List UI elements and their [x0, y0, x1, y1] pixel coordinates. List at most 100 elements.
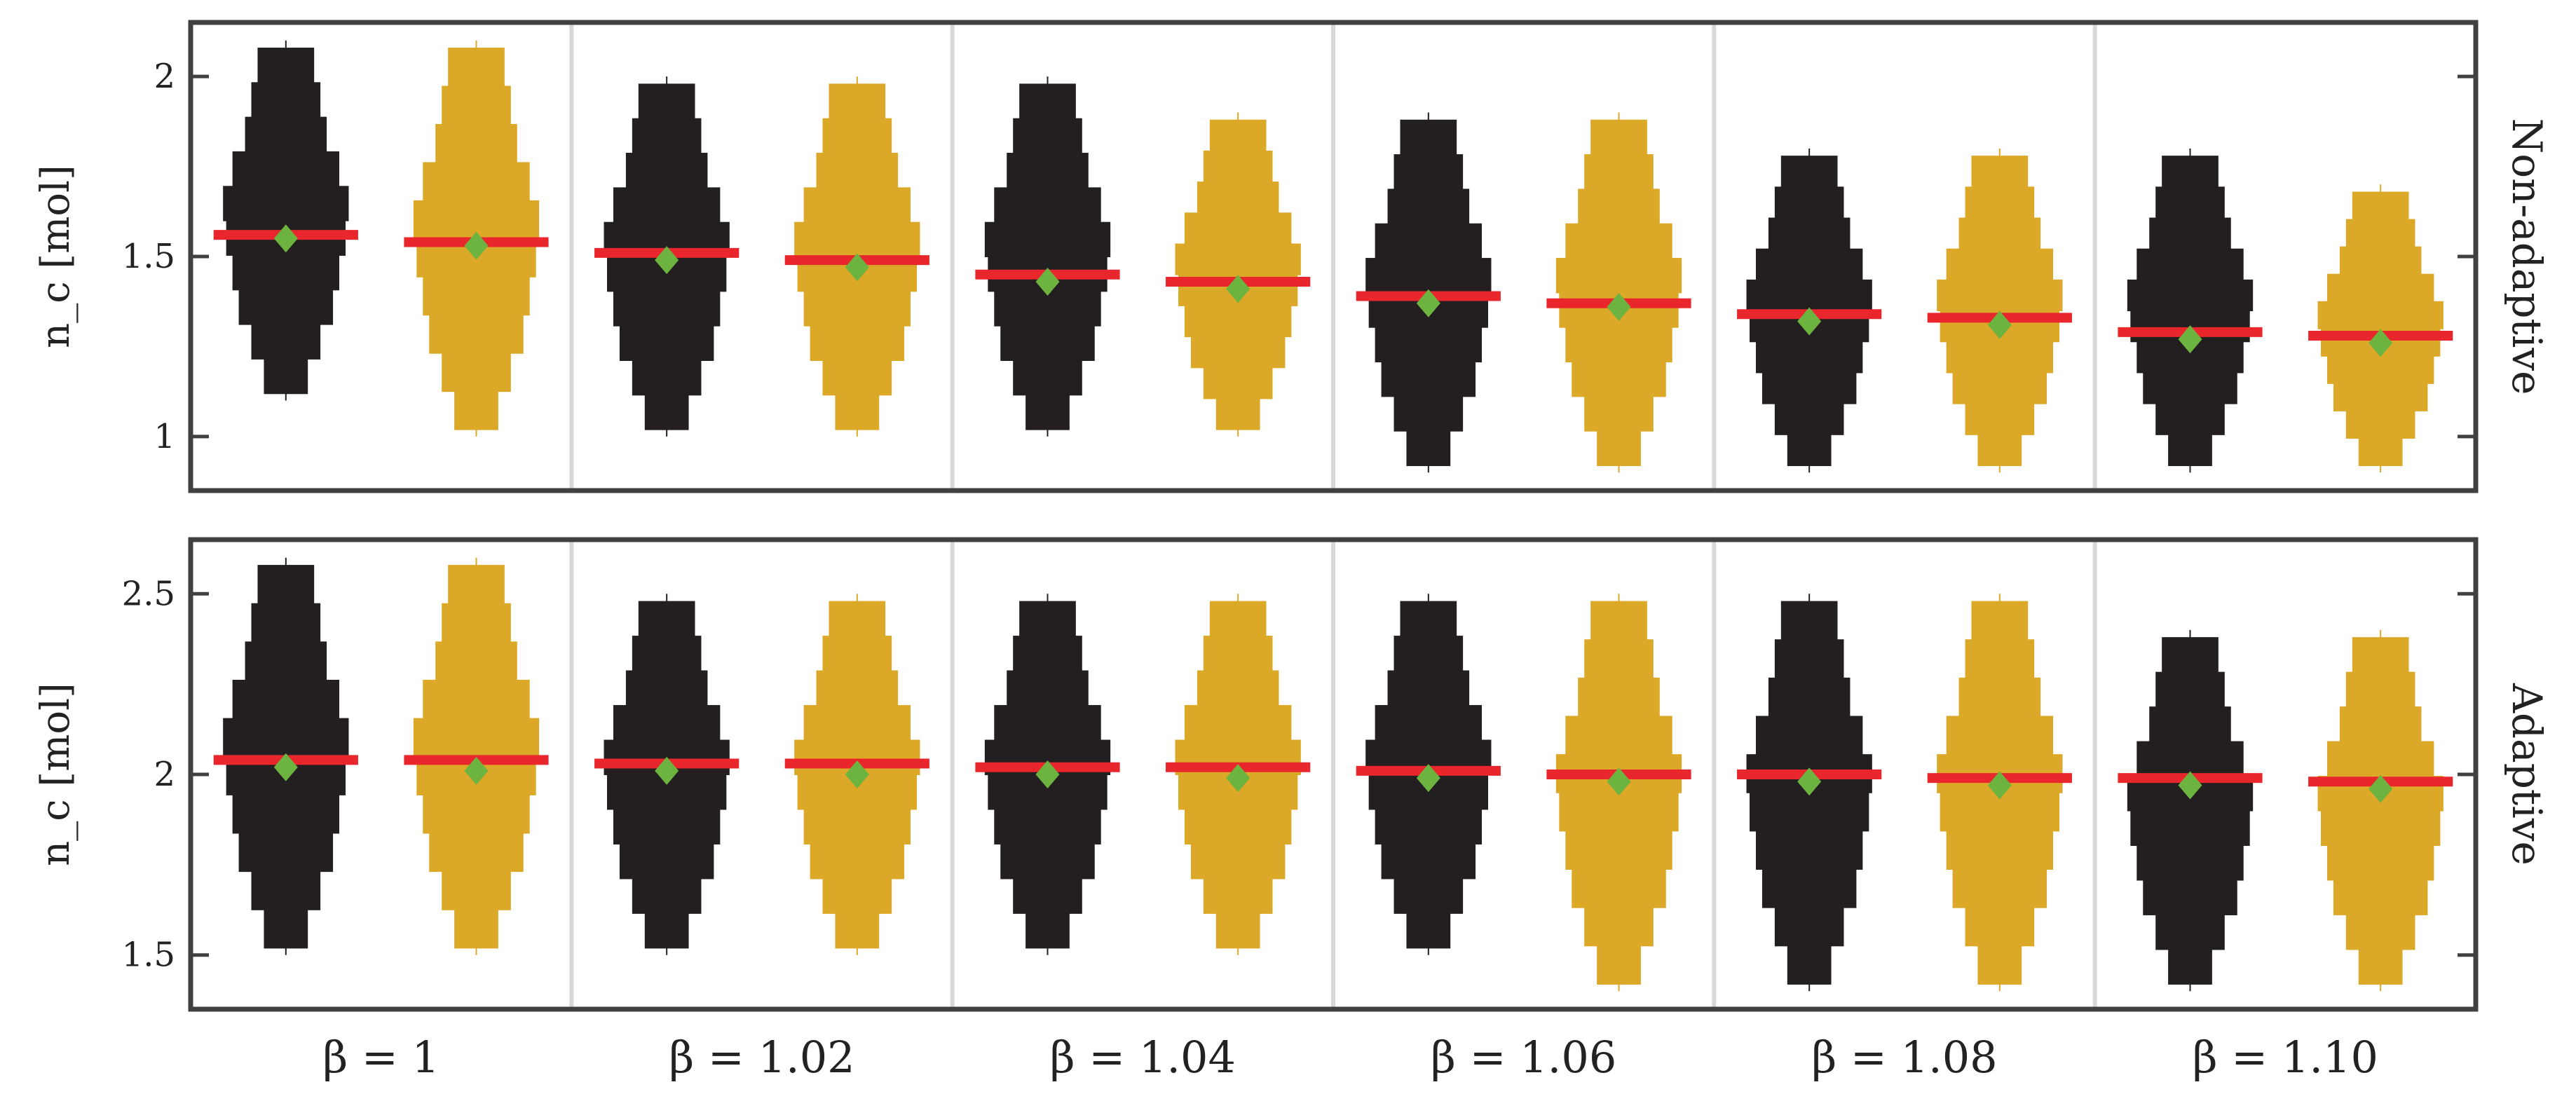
violin-body-step [423, 162, 530, 201]
violin-body-step [1946, 716, 2054, 755]
violin-body-step [2168, 434, 2212, 467]
violin-body-step [1375, 223, 1483, 259]
y-tick-label: 1.5 [122, 237, 175, 276]
violin-body-step [638, 601, 695, 637]
violin-body-step [442, 603, 511, 643]
violin-body-step [1946, 248, 2054, 280]
violin-body-step [625, 670, 708, 706]
violin-body-step [232, 254, 340, 291]
violin-body-step [232, 679, 340, 719]
violin-body-step [1597, 430, 1641, 467]
violin-body-step [251, 82, 321, 118]
violin-body-step [613, 291, 721, 327]
y-axis-title: n_c [mol] [33, 165, 79, 348]
violin-body-step [1584, 639, 1654, 678]
y-tick-label: 2 [154, 755, 175, 794]
violin-body-step [1952, 372, 2047, 404]
violin-body-step [1755, 830, 1863, 870]
violin-body-step [822, 878, 892, 914]
violin-body-step [1400, 119, 1457, 156]
violin-body-step [816, 670, 899, 706]
violin-body-step [1590, 119, 1647, 156]
violin-body-step [1578, 677, 1660, 717]
violin-body-step [1013, 636, 1082, 671]
violin-body-step [1774, 907, 1844, 947]
violin-body-step [251, 871, 321, 910]
violin-body-step [835, 912, 880, 949]
median-marker [1416, 289, 1440, 317]
column-label: β = 1.04 [1050, 1032, 1236, 1083]
violin-body-step [1215, 398, 1260, 430]
row-label: Adaptive [2503, 683, 2551, 866]
violin-body-step [1565, 223, 1672, 259]
violin-body-step [1946, 341, 2054, 374]
violin-body-step [442, 871, 511, 910]
violin-body-step [1774, 639, 1844, 678]
median-marker [273, 224, 298, 253]
median-marker [845, 760, 869, 788]
violin-body-step [251, 324, 321, 360]
violin-body-step [1977, 434, 2022, 467]
violin-body-step [1768, 217, 1851, 249]
violin-body-step [232, 151, 340, 187]
violin-body-step [238, 289, 334, 325]
violin-body-step [822, 636, 892, 671]
violin-body-step [1937, 279, 2063, 312]
violin-body-step [1203, 367, 1273, 399]
violin-body-step [1203, 636, 1273, 671]
violin-body-step [238, 833, 334, 873]
median-marker [273, 753, 298, 781]
violin-body-step [232, 794, 340, 834]
violin-body-step [803, 809, 911, 844]
violin-body-step [613, 187, 721, 223]
violin-body-step [2155, 914, 2225, 950]
violin-body-step [1958, 677, 2041, 717]
violin-body-step [1977, 945, 2022, 985]
violin-body-step [2137, 845, 2244, 881]
violin-body-step [1025, 912, 1070, 949]
violin-body-step [1000, 843, 1095, 880]
violin-body-step [245, 641, 327, 681]
y-tick-label: 2 [154, 57, 175, 96]
median-marker [655, 756, 679, 785]
violin-body-step [2155, 671, 2225, 708]
violin-body-step [2326, 273, 2434, 302]
violin-body-step [1406, 430, 1451, 467]
median-marker [1226, 275, 1250, 303]
violin-body-step [2162, 156, 2219, 188]
violin-body-step [1013, 878, 1082, 914]
violin-body-step [1381, 843, 1476, 880]
violin-body-step [1565, 716, 1672, 755]
violin-body-step [1184, 305, 1292, 338]
violin-body-step [1203, 878, 1273, 914]
violin-body-step [1375, 705, 1483, 741]
median-marker [1226, 764, 1250, 793]
violin-body-step [1007, 153, 1089, 189]
violin-body-step [984, 221, 1111, 257]
violin-body-step [1197, 182, 1279, 214]
column-label: β = 1 [322, 1032, 439, 1083]
violin-body-step [2333, 880, 2428, 915]
median-marker [1607, 292, 1631, 321]
violin-body-step [1965, 639, 2035, 678]
violin-body-step [994, 809, 1101, 844]
violin-body-step [2320, 810, 2441, 847]
violin-body-step [257, 47, 315, 83]
violin-body-step [822, 360, 892, 396]
violin-body-step [1584, 907, 1654, 947]
violin-body-step [2339, 706, 2422, 742]
violin-body-step [1019, 601, 1076, 637]
violin-body-step [625, 153, 708, 189]
violin-body-step [1381, 362, 1476, 397]
violin-body-step [1393, 154, 1464, 190]
violin-body-step [1013, 118, 1082, 154]
violin-body-step [2339, 246, 2422, 275]
violin-body-step [2345, 410, 2415, 439]
violin-body-step [429, 315, 524, 354]
violin-body-step [1572, 869, 1666, 908]
violin-body-step [1780, 156, 1838, 188]
violin-body-step [1965, 403, 2035, 435]
violin-body-step [435, 641, 517, 681]
violin-body-step [1971, 156, 2029, 188]
